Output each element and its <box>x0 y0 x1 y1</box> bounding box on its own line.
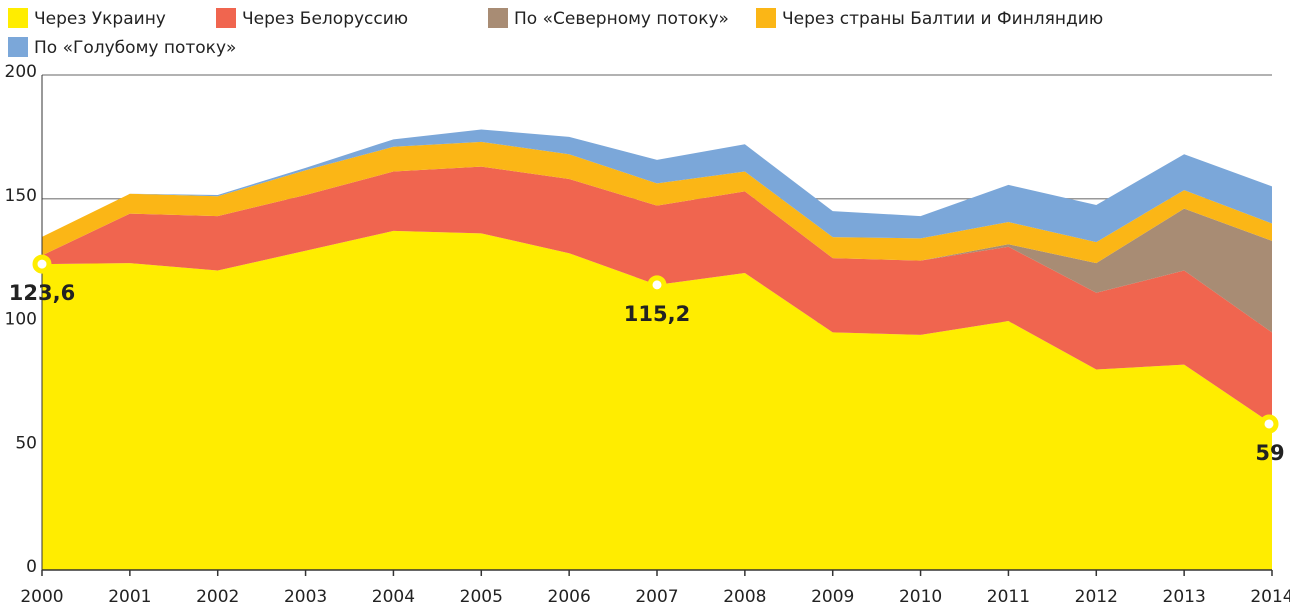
x-tick-label: 2005 <box>460 587 503 607</box>
y-tick-label: 50 <box>15 433 37 453</box>
data-point <box>1259 414 1279 434</box>
y-tick-label: 0 <box>26 557 37 577</box>
x-tick-label: 2004 <box>372 587 415 607</box>
x-tick-label: 2008 <box>723 587 766 607</box>
x-tick-label: 2000 <box>20 587 63 607</box>
y-tick-label: 100 <box>5 310 37 330</box>
legend-label: Через страны Балтии и Финляндию <box>782 9 1103 29</box>
x-tick-label: 2013 <box>1163 587 1206 607</box>
x-tick-label: 2003 <box>284 587 327 607</box>
legend-label: По «Голубому потоку» <box>34 38 236 58</box>
legend-label: По «Северному потоку» <box>514 9 729 29</box>
legend-label: Через Белоруссию <box>242 9 408 29</box>
x-tick-label: 2001 <box>108 587 151 607</box>
legend-swatch <box>8 8 28 28</box>
y-tick-label: 200 <box>5 62 37 82</box>
x-tick-label: 2006 <box>548 587 591 607</box>
data-point <box>32 254 52 274</box>
legend-swatch <box>488 8 508 28</box>
area <box>42 141 1272 264</box>
legend-swatch <box>8 37 28 57</box>
legend-label: Через Украину <box>34 9 166 29</box>
x-tick-label: 2009 <box>811 587 854 607</box>
area <box>42 166 1272 333</box>
legend-swatch <box>216 8 236 28</box>
y-tick-label: 150 <box>5 186 37 206</box>
data-label: 123,6 <box>9 281 75 305</box>
area <box>42 230 1272 571</box>
x-tick-label: 2010 <box>899 587 942 607</box>
x-tick-label: 2011 <box>987 587 1030 607</box>
data-label: 59 <box>1255 441 1284 465</box>
x-tick-label: 2002 <box>196 587 239 607</box>
data-label: 115,2 <box>624 302 690 326</box>
x-tick-label: 2012 <box>1075 587 1118 607</box>
area <box>42 129 1272 243</box>
area <box>42 166 1272 424</box>
x-tick-label: 2014 <box>1250 587 1290 607</box>
data-point <box>647 275 667 295</box>
legend-swatch <box>756 8 776 28</box>
x-tick-label: 2007 <box>635 587 678 607</box>
